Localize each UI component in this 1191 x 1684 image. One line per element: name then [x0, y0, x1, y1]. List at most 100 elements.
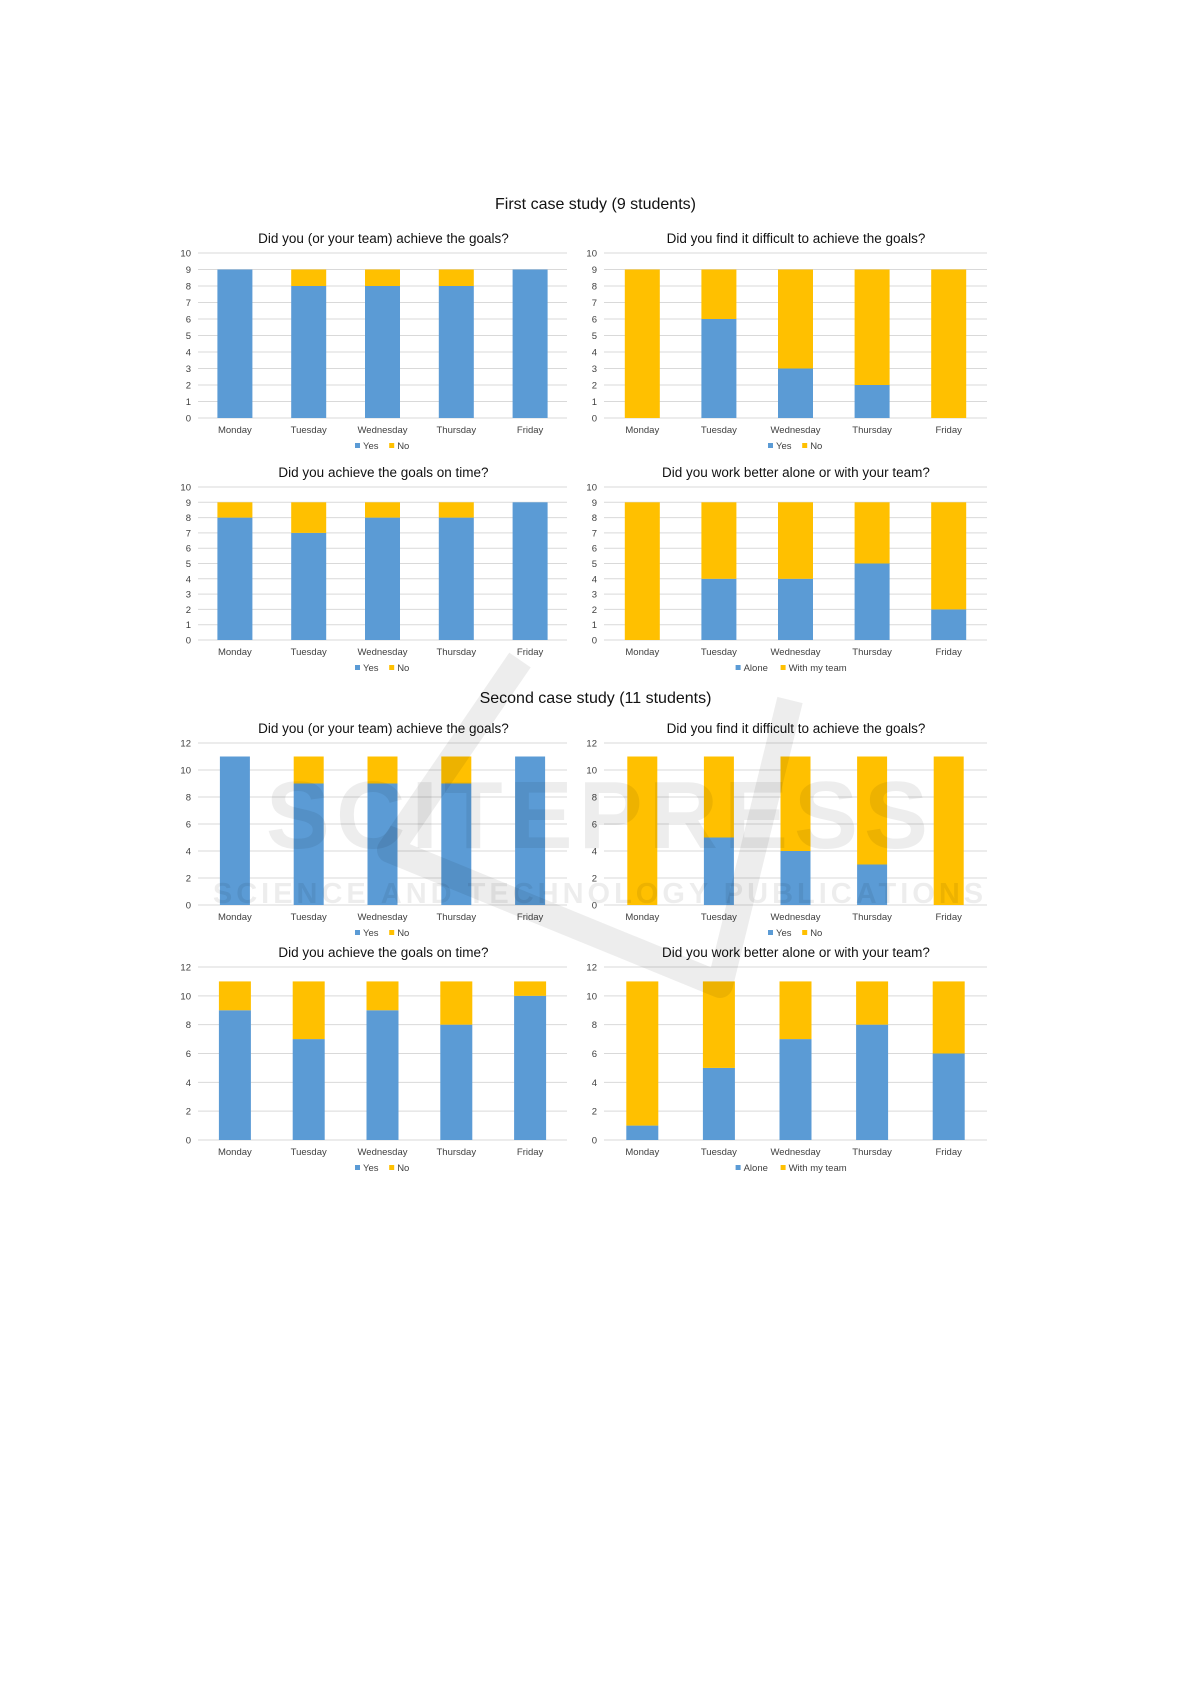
bar-yes-thursday — [854, 385, 890, 418]
y-tick-label: 6 — [186, 544, 191, 555]
bar-alone-monday — [626, 1125, 659, 1140]
y-tick-label: 6 — [592, 315, 597, 326]
chart-second-difficulty: Did you find it difficult to achieve the… — [586, 721, 987, 939]
chart-first-on-time: Did you achieve the goals on time? 0 1 2 3 4 5… — [180, 465, 567, 674]
bar-yes-thursday — [441, 783, 472, 905]
bar-no-thursday — [857, 756, 888, 865]
y-tick-label: 4 — [186, 847, 191, 858]
y-tick-label: 4 — [186, 574, 191, 585]
chart-title: Did you (or your team) achieve the goals… — [258, 231, 509, 246]
y-tick-label: 3 — [592, 590, 597, 601]
y-tick-label: 3 — [186, 364, 191, 375]
y-tick-label: 2 — [186, 381, 191, 392]
y-tick-label: 4 — [592, 1078, 597, 1089]
x-tick-label: Tuesday — [291, 425, 327, 436]
y-tick-label: 0 — [592, 414, 597, 425]
section-title-second-case-study: Second case study (11 students) — [479, 690, 712, 707]
x-tick-label: Monday — [625, 912, 659, 923]
y-tick-label: 9 — [592, 498, 597, 509]
bar-alone-thursday — [854, 563, 890, 640]
x-tick-label: Tuesday — [701, 647, 737, 658]
x-tick-label: Monday — [625, 647, 659, 658]
bar-no-wednesday — [778, 269, 813, 369]
bar-no-thursday — [441, 756, 472, 784]
legend-label: With my team — [789, 663, 847, 674]
bar-yes-friday — [515, 756, 546, 905]
y-tick-label: 7 — [186, 298, 191, 309]
y-tick-label: 9 — [186, 265, 191, 276]
legend-swatch — [802, 443, 808, 448]
y-tick-label: 5 — [592, 559, 597, 570]
bar-yes-monday — [219, 756, 250, 905]
legend-label: No — [397, 441, 409, 452]
x-tick-label: Tuesday — [291, 912, 327, 923]
y-tick-label: 3 — [592, 364, 597, 375]
bar-no-wednesday — [365, 269, 400, 286]
y-tick-label: 0 — [592, 901, 597, 912]
y-tick-label: 8 — [592, 793, 597, 804]
y-tick-label: 0 — [186, 414, 191, 425]
y-tick-label: 10 — [180, 766, 191, 777]
y-tick-label: 6 — [592, 1049, 597, 1060]
bar-no-monday — [218, 981, 251, 1011]
bar-no-friday — [514, 981, 547, 996]
legend-swatch — [355, 665, 360, 670]
x-tick-label: Friday — [517, 647, 544, 658]
bar-with-my-team-wednesday — [778, 502, 813, 579]
chart-title: Did you work better alone or with your t… — [662, 465, 930, 480]
y-tick-label: 6 — [592, 544, 597, 555]
y-tick-label: 10 — [586, 249, 597, 260]
legend-swatch — [389, 930, 395, 935]
bar-yes-wednesday — [365, 517, 400, 640]
x-tick-label: Friday — [517, 425, 544, 436]
x-tick-label: Monday — [625, 425, 659, 436]
x-tick-label: Wednesday — [771, 647, 821, 658]
y-tick-label: 3 — [186, 590, 191, 601]
x-tick-label: Tuesday — [701, 425, 737, 436]
y-tick-label: 2 — [186, 1107, 191, 1118]
bar-alone-thursday — [856, 1024, 889, 1140]
bar-yes-friday — [514, 995, 547, 1140]
y-tick-label: 7 — [592, 528, 597, 539]
bar-no-thursday — [440, 981, 473, 1025]
bar-yes-monday — [218, 1010, 251, 1140]
bar-alone-wednesday — [778, 578, 813, 640]
y-tick-label: 10 — [180, 991, 191, 1002]
chart-title: Did you find it difficult to achieve the… — [667, 721, 926, 736]
x-tick-label: Wednesday — [771, 912, 821, 923]
bar-yes-tuesday — [292, 1039, 325, 1140]
y-tick-label: 5 — [186, 331, 191, 342]
x-tick-label: Thursday — [436, 1147, 476, 1158]
y-tick-label: 8 — [592, 513, 597, 524]
chart-title: Did you find it difficult to achieve the… — [667, 231, 926, 246]
legend-label: Yes — [363, 928, 379, 939]
y-tick-label: 2 — [592, 605, 597, 616]
bar-yes-wednesday — [366, 1010, 399, 1140]
y-tick-label: 8 — [186, 513, 191, 524]
chart-second-goals-achieved: Did you (or your team) achieve the goals… — [180, 721, 567, 939]
bar-with-my-team-wednesday — [779, 981, 812, 1040]
bar-yes-wednesday — [778, 368, 813, 418]
x-tick-label: Thursday — [852, 425, 892, 436]
bar-no-wednesday — [367, 756, 398, 784]
x-tick-label: Monday — [625, 1147, 659, 1158]
legend-label: Alone — [744, 1163, 768, 1174]
bar-yes-wednesday — [367, 783, 398, 905]
y-tick-label: 8 — [186, 1020, 191, 1031]
legend-label: Yes — [363, 663, 379, 674]
bar-alone-tuesday — [701, 578, 737, 640]
y-tick-label: 12 — [586, 739, 597, 750]
x-tick-label: Tuesday — [701, 1147, 737, 1158]
x-tick-label: Monday — [218, 1147, 252, 1158]
y-tick-label: 4 — [592, 348, 597, 359]
y-tick-label: 10 — [586, 991, 597, 1002]
y-tick-label: 6 — [186, 820, 191, 831]
x-tick-label: Friday — [517, 912, 544, 923]
y-tick-label: 2 — [592, 381, 597, 392]
x-tick-label: Tuesday — [291, 647, 327, 658]
bar-yes-thursday — [438, 286, 474, 418]
bar-yes-tuesday — [291, 286, 327, 418]
bar-alone-tuesday — [702, 1067, 735, 1140]
bar-yes-monday — [217, 517, 253, 640]
legend-swatch — [389, 443, 395, 448]
